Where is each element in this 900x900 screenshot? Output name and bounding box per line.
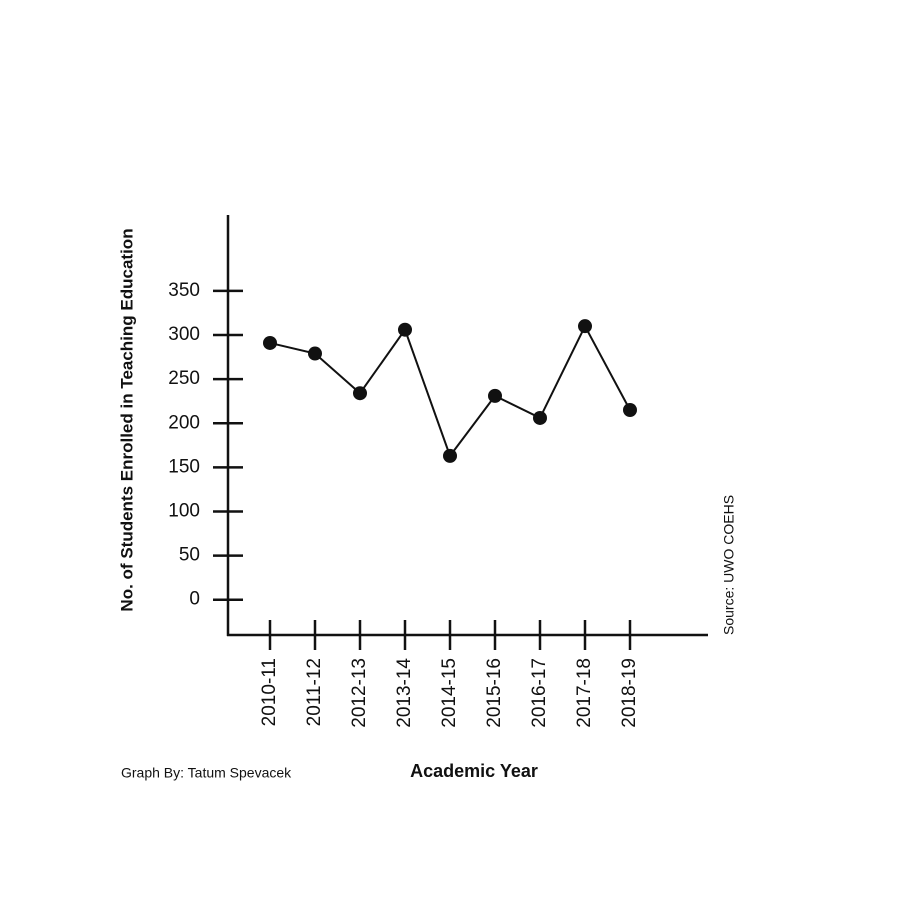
data-point: [263, 335, 277, 350]
x-tick-label: 2017-18: [574, 658, 595, 728]
data-point: [398, 322, 412, 337]
y-axis-label: No. of Students Enrolled in Teaching Edu…: [117, 228, 136, 611]
y-tick-label: 250: [168, 368, 200, 389]
credit: Graph By: Tatum Spevacek: [121, 765, 292, 781]
x-tick-label: 2010-11: [259, 658, 280, 726]
source: Source: UWO COEHS: [721, 495, 737, 635]
data-point: [308, 346, 322, 361]
x-tick-label: 2012-13: [349, 658, 370, 728]
x-tick-label: 2018-19: [619, 658, 640, 728]
data-point: [578, 319, 592, 334]
y-tick-label: 350: [168, 280, 200, 301]
x-tick-label: 2013-14: [394, 658, 415, 728]
data-point: [623, 403, 637, 417]
x-tick-label: 2015-16: [484, 658, 505, 728]
y-tick-label: 0: [189, 589, 200, 610]
x-axis-label: Academic Year: [410, 761, 538, 781]
y-tick-label: 50: [179, 545, 200, 566]
x-tick-label: 2014-15: [439, 658, 460, 728]
y-tick-label: 300: [168, 324, 200, 345]
y-tick-label: 100: [168, 500, 200, 521]
data-point: [488, 388, 502, 403]
x-tick-label: 2011-12: [304, 658, 325, 726]
data-point: [443, 448, 457, 463]
data-point: [533, 410, 547, 425]
x-tick-label: 2016-17: [529, 658, 550, 728]
y-tick-label: 200: [168, 412, 200, 433]
y-tick-label: 150: [168, 456, 200, 477]
data-point: [353, 386, 367, 401]
